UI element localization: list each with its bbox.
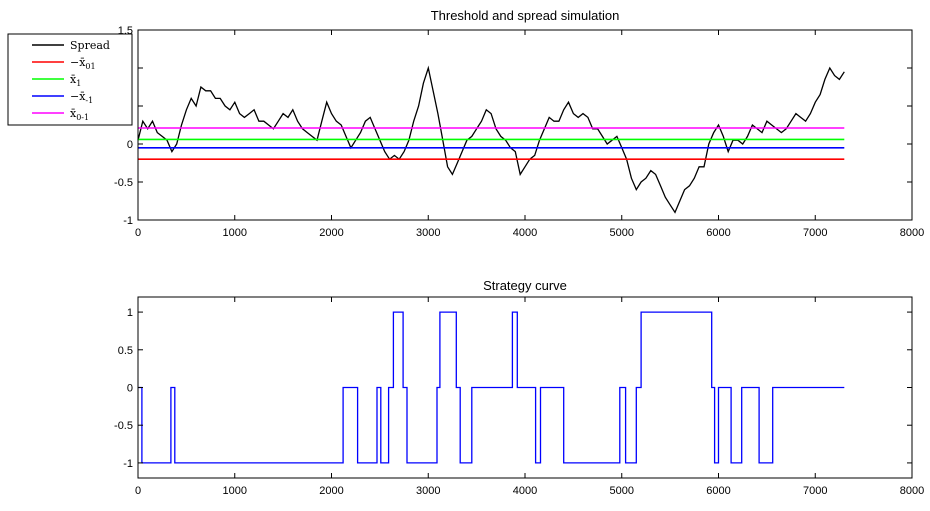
x-tick-label: 2000 (319, 485, 343, 497)
x-tick-label: 8000 (900, 227, 924, 239)
chart-legend: Spread −x̄01 x̄1 −x̄-1 x̄0-1 (7, 33, 133, 126)
y-tick-label: 0.5 (118, 345, 133, 357)
y-tick-label: 1 (127, 307, 133, 319)
y-tick-label: 0 (127, 139, 133, 151)
legend-label: −x̄-1 (70, 90, 93, 105)
x-tick-label: 1000 (223, 227, 247, 239)
legend-label: Spread (70, 39, 110, 52)
legend-label: x̄1 (70, 73, 81, 88)
y-tick-label: -1 (123, 215, 133, 227)
chart-title: Threshold and spread simulation (431, 8, 620, 23)
x-tick-label: 6000 (706, 227, 730, 239)
x-tick-label: 6000 (706, 485, 730, 497)
x-tick-label: 7000 (803, 227, 827, 239)
y-tick-label: 0 (127, 383, 133, 395)
x-tick-label: 5000 (610, 227, 634, 239)
x-tick-label: 0 (135, 485, 141, 497)
threshold-spread-panel: Threshold and spread simulation 0 1000 200… (114, 8, 924, 239)
y-tick-label: -0.5 (114, 420, 133, 432)
strategy-curve-plot-area: 0 1000 2000 3000 4000 5000 6000 7000 8000 -1 -0.5 0… (114, 296, 924, 497)
y-tick-label: -0.5 (114, 177, 133, 189)
y-tick-label: -1 (123, 458, 133, 470)
series-line-spread (137, 65, 845, 214)
chart-title: Strategy curve (483, 278, 567, 293)
threshold-spread-plot-area: 0 1000 2000 3000 4000 5000 6000 7000 8000 -1 -0.5 0… (114, 25, 924, 239)
legend-label: −x̄01 (70, 56, 96, 71)
x-tick-label: 7000 (803, 485, 827, 497)
x-tick-label: 4000 (513, 227, 537, 239)
x-tick-label: 5000 (610, 485, 634, 497)
x-tick-label: 2000 (319, 227, 343, 239)
plot-frame (137, 29, 913, 221)
strategy-curve-panel: Strategy curve 0 1000 2000 3000 4000 5000 6000… (114, 278, 924, 497)
legend-label: x̄0-1 (70, 107, 89, 122)
x-tick-label: 3000 (416, 485, 440, 497)
x-tick-label: 1000 (223, 485, 247, 497)
x-tick-label: 4000 (513, 485, 537, 497)
x-tick-label: 0 (135, 227, 141, 239)
series-line-strategy (138, 311, 845, 464)
legend-box (7, 33, 133, 126)
x-tick-label: 8000 (900, 485, 924, 497)
x-tick-label: 3000 (416, 227, 440, 239)
